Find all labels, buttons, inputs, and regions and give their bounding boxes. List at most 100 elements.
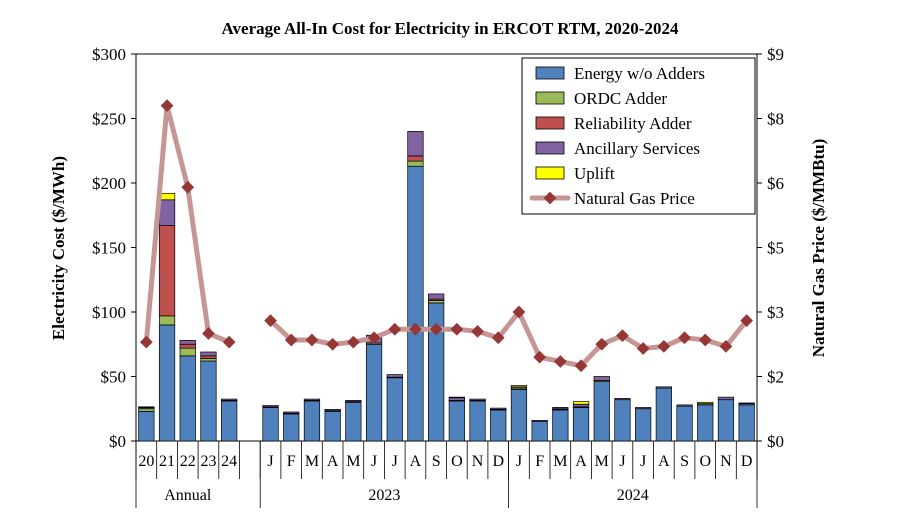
bar-uplift bbox=[572, 401, 590, 405]
gas-price-point bbox=[305, 333, 319, 347]
y-tick-label: $0 bbox=[109, 432, 126, 451]
gas-price-point bbox=[491, 331, 505, 345]
legend-label: ORDC Adder bbox=[574, 89, 667, 108]
y2-axis-title: Natural Gas Price ($/MMBtu) bbox=[809, 139, 828, 358]
bar-uplift bbox=[510, 385, 528, 388]
bar-energy-w-o-adders bbox=[717, 399, 735, 442]
gas-price-point bbox=[409, 322, 422, 336]
bar-energy-w-o-adders bbox=[531, 421, 548, 442]
legend-label: Natural Gas Price bbox=[574, 189, 695, 208]
x-category-label: J bbox=[371, 453, 377, 470]
gas-price-point bbox=[698, 333, 712, 347]
bar-ancillary-services bbox=[158, 199, 176, 226]
x-category-label: N bbox=[472, 453, 484, 470]
bar-ancillary-services bbox=[428, 293, 445, 300]
bar-reliability-adder bbox=[179, 343, 196, 349]
bar-ancillary-services bbox=[448, 397, 465, 401]
legend-label: Uplift bbox=[574, 164, 615, 183]
bar-reliability-adder bbox=[200, 355, 217, 359]
gas-price-point bbox=[346, 335, 360, 349]
bar-energy-w-o-adders bbox=[345, 401, 362, 442]
bar-energy-w-o-adders bbox=[552, 409, 569, 442]
bar-ancillary-services bbox=[407, 131, 424, 157]
gas-price-line bbox=[143, 103, 232, 345]
gas-price-point bbox=[181, 180, 195, 194]
legend-swatch bbox=[535, 141, 565, 155]
x-category-label: A bbox=[327, 453, 339, 470]
x-category-label: A bbox=[575, 453, 587, 470]
legend-label: Energy w/o Adders bbox=[574, 64, 705, 83]
bar-ancillary-services bbox=[635, 407, 652, 410]
x-category-label: M bbox=[595, 453, 609, 470]
axes bbox=[131, 53, 762, 508]
y2-tick-label: $6 bbox=[767, 174, 784, 193]
bar-uplift bbox=[448, 396, 465, 399]
bar-energy-w-o-adders bbox=[448, 400, 465, 442]
gas-price-point bbox=[139, 335, 153, 349]
bar-ancillary-services bbox=[572, 403, 590, 408]
bar-energy-w-o-adders bbox=[490, 409, 507, 442]
bar-ancillary-services bbox=[531, 420, 548, 422]
x-category-label: O bbox=[451, 453, 463, 470]
bar-energy-w-o-adders bbox=[200, 360, 217, 442]
y-tick-label: $100 bbox=[92, 303, 126, 322]
x-category-label: M bbox=[553, 453, 567, 470]
x-category-label: J bbox=[619, 453, 625, 470]
x-category-label: M bbox=[346, 453, 360, 470]
bar-energy-w-o-adders bbox=[469, 400, 486, 442]
bar-ancillary-services bbox=[614, 398, 631, 401]
bar-ancillary-services bbox=[262, 405, 279, 408]
legend: Energy w/o Adders ORDC Adder Reliability A… bbox=[521, 57, 756, 215]
bar-ancillary-services bbox=[221, 398, 238, 401]
legend-label: Reliability Adder bbox=[574, 114, 692, 133]
y2-tick-label: $5 bbox=[767, 239, 784, 258]
gas-price-point bbox=[471, 324, 484, 338]
x-category-label: A bbox=[410, 453, 422, 470]
bar-ancillary-services bbox=[676, 404, 693, 407]
x-category-label: 22 bbox=[180, 453, 196, 470]
bar-reliability-adder bbox=[158, 225, 176, 317]
gas-price-point bbox=[264, 314, 277, 327]
bar-ancillary-services bbox=[469, 398, 486, 401]
bar-ancillary-services bbox=[283, 411, 300, 414]
bar-energy-w-o-adders bbox=[572, 407, 590, 442]
x-category-label: 20 bbox=[138, 453, 154, 470]
x-category-label: S bbox=[432, 453, 441, 470]
legend-swatch bbox=[535, 91, 565, 105]
y2-tick-label: $8 bbox=[767, 110, 784, 129]
legend-swatch bbox=[535, 166, 565, 180]
bar-ancillary-services bbox=[717, 396, 735, 401]
axis-labels: $0 $0 $50 $2 $100 $3 $150 $5 $200 $6 $250 $8 $300 $9 2… bbox=[92, 45, 784, 504]
gas-price-point bbox=[429, 322, 443, 336]
gas-price-point bbox=[222, 335, 236, 349]
x-category-label: N bbox=[720, 453, 732, 470]
x-category-label: J bbox=[516, 453, 522, 470]
bar-ordc-adder bbox=[407, 160, 424, 167]
x-group-label: 2024 bbox=[617, 487, 649, 504]
bar-energy-w-o-adders bbox=[407, 165, 424, 442]
bar-ancillary-services bbox=[345, 400, 362, 403]
bar-ordc-adder bbox=[179, 347, 196, 357]
x-category-label: D bbox=[741, 453, 753, 470]
gas-price-line bbox=[268, 309, 750, 369]
y2-tick-label: $9 bbox=[767, 45, 784, 64]
bar-uplift bbox=[697, 401, 714, 404]
bar-ordc-adder bbox=[158, 315, 176, 326]
x-category-label: M bbox=[305, 453, 319, 470]
legend-swatch bbox=[535, 66, 565, 80]
bar-ancillary-services bbox=[655, 386, 672, 389]
bar-energy-w-o-adders bbox=[179, 355, 196, 442]
legend-swatch bbox=[535, 116, 565, 130]
bar-ancillary-services bbox=[324, 409, 341, 412]
y2-tick-label: $0 bbox=[767, 432, 784, 451]
bar-uplift bbox=[138, 406, 155, 408]
bar-energy-w-o-adders bbox=[158, 324, 176, 442]
y-tick-label: $50 bbox=[101, 368, 127, 387]
y2-tick-label: $2 bbox=[767, 368, 784, 387]
bar-energy-w-o-adders bbox=[262, 407, 279, 442]
bar-energy-w-o-adders bbox=[738, 404, 755, 442]
x-group-label: Annual bbox=[164, 487, 212, 504]
y-tick-label: $300 bbox=[92, 45, 126, 64]
x-group-label: 2023 bbox=[368, 487, 400, 504]
x-category-label: 21 bbox=[159, 453, 175, 470]
